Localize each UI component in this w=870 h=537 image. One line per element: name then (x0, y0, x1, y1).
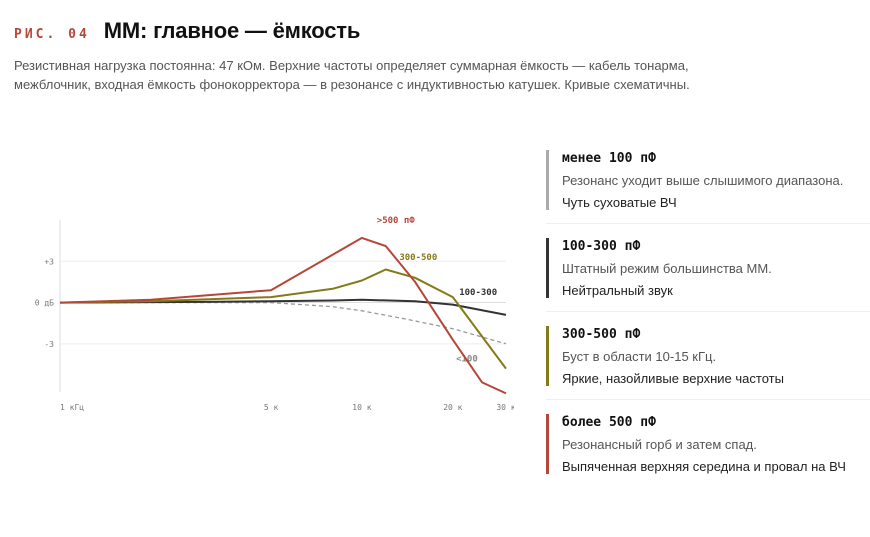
y-tick-label: -3 (44, 340, 54, 349)
legend-item-under-100: менее 100 пФ Резонанс уходит выше слышим… (546, 148, 870, 224)
figure-subtitle: Резистивная нагрузка постоянна: 47 кОм. … (14, 58, 690, 92)
figure-title: ММ: главное — ёмкость (103, 18, 361, 43)
chart-svg: +30 дБ-31 кГц 5 к 10 к 20 к 30 к<100100-3003… (35, 216, 514, 412)
legend-note: Чуть суховатые ВЧ (562, 195, 677, 210)
legend-desc: Штатный режим большинства ММ. (562, 261, 772, 276)
x-tick-label: 1 кГц (60, 403, 84, 412)
series-label: 300-500 (399, 253, 437, 263)
title-row: РИС. 04 ММ: главное — ёмкость (14, 18, 854, 44)
legend-name: 300-500 пФ (562, 327, 641, 342)
figure-header: РИС. 04 ММ: главное — ёмкость Резистивна… (14, 18, 854, 94)
legend-color-bar (546, 150, 549, 210)
legend-color-bar (546, 238, 549, 298)
x-tick-label: 5 к (264, 403, 279, 412)
series-label: 100-300 (459, 288, 497, 298)
series-line-1 (59, 298, 507, 316)
legend-note: Яркие, назойливые верхние частоты (562, 371, 784, 386)
legend-name: 100-300 пФ (562, 239, 641, 254)
x-tick-label: 20 к (443, 403, 462, 412)
legend-note: Нейтральный звук (562, 283, 673, 298)
series-line-0 (60, 301, 507, 345)
legend-desc: Резонанс уходит выше слышимого диапазона… (562, 173, 844, 188)
series-line-3 (59, 236, 507, 395)
legend-desc: Резонансный горб и затем спад. (562, 437, 757, 452)
legend-color-bar (546, 414, 549, 474)
figure-label: РИС. 04 (14, 27, 90, 42)
x-tick-label: 30 к (496, 403, 514, 412)
y-tick-label: 0 дБ (35, 299, 54, 308)
series-line-2 (59, 268, 507, 370)
y-tick-label: +3 (44, 257, 54, 266)
x-tick-label: 10 к (352, 403, 371, 412)
frequency-response-chart: +3 0 дБ -3 1 кГц 5 к 10 к 20 к 30 к <100 100-300 3… (14, 210, 514, 420)
legend-item-over-500: более 500 пФ Резонансный горб и затем сп… (546, 400, 870, 487)
legend-name: более 500 пФ (562, 415, 656, 430)
legend-desc: Буст в области 10-15 кГц. (562, 349, 717, 364)
legend-color-bar (546, 326, 549, 386)
legend-name: менее 100 пФ (562, 151, 656, 166)
series-label: >500 пФ (377, 216, 416, 226)
legend-item-300-500: 300-500 пФ Буст в области 10-15 кГц. Ярк… (546, 312, 870, 400)
legend-item-100-300: 100-300 пФ Штатный режим большинства ММ.… (546, 224, 870, 312)
legend-note: Выпяченная верхняя середина и провал на … (562, 459, 846, 474)
legend-panel: менее 100 пФ Резонанс уходит выше слышим… (546, 148, 870, 487)
